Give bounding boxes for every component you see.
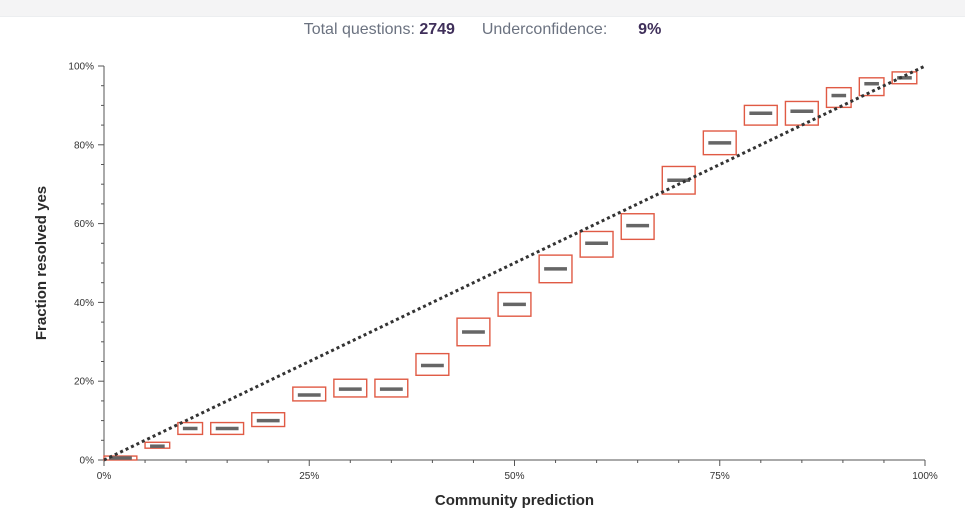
y-tick-label: 100%	[68, 62, 94, 73]
interval-box	[661, 165, 696, 195]
x-tick-label: 50%	[504, 471, 524, 482]
interval-box	[456, 317, 491, 347]
interval-box	[743, 104, 778, 126]
interval-box	[415, 352, 450, 376]
interval-box	[579, 230, 614, 258]
interval-box	[374, 378, 409, 398]
interval-box	[825, 86, 852, 109]
interval-box	[333, 378, 368, 398]
interval-box	[177, 421, 204, 436]
x-tick-label: 100%	[912, 471, 938, 482]
y-tick-label: 20%	[74, 377, 94, 388]
axes-group: 0% 20% 40% 60% 80% 100% 0% 25% 50% 75% 100%	[68, 62, 937, 483]
interval-box	[620, 213, 655, 241]
y-tick-label: 0%	[80, 456, 95, 467]
y-tick-label: 80%	[74, 140, 94, 151]
x-tick-label: 0%	[97, 471, 112, 482]
interval-box	[103, 455, 138, 461]
bins-group	[103, 71, 918, 461]
underconfidence-label: Underconfidence:	[481, 21, 608, 38]
underconfidence-value: 9%	[638, 21, 662, 38]
x-tick-label: 25%	[299, 471, 319, 482]
y-tick-label: 60%	[74, 219, 94, 230]
stats-header: Total questions: 2749 Underconfidence: 9…	[0, 21, 965, 39]
interval-box	[144, 441, 171, 449]
interval-box	[538, 254, 573, 284]
x-axis-title: Community prediction	[435, 492, 594, 509]
x-tick-label: 75%	[710, 471, 730, 482]
interval-box	[497, 291, 532, 317]
interval-box	[858, 77, 885, 97]
interval-box	[891, 71, 918, 85]
interval-box	[292, 386, 327, 402]
interval-box	[784, 100, 819, 126]
y-tick-label: 40%	[74, 298, 94, 309]
total-questions-value: 2749	[419, 21, 455, 38]
perfect-calibration-line	[103, 64, 926, 462]
interval-box	[702, 130, 737, 156]
interval-box	[251, 412, 286, 428]
top-bar	[0, 0, 965, 17]
interval-box	[210, 421, 245, 436]
total-questions-label: Total questions:	[303, 21, 415, 38]
y-axis-title: Fraction resolved yes	[33, 186, 50, 340]
